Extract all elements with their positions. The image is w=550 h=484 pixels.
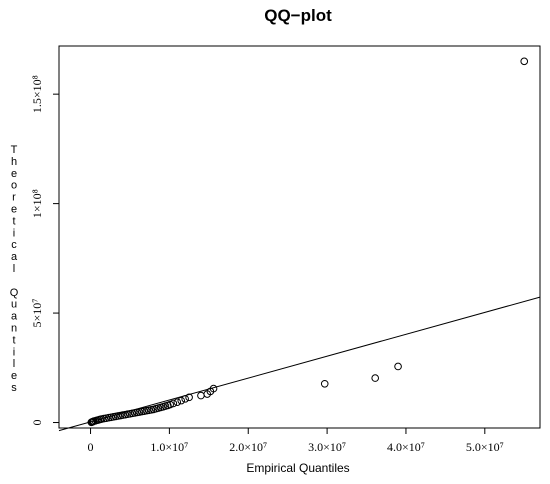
data-point xyxy=(320,379,329,388)
y-axis-label-char: Q xyxy=(10,287,19,299)
y-axis-label-char: t xyxy=(12,334,15,346)
data-point xyxy=(181,395,189,403)
y-axis-label-char: s xyxy=(11,382,17,394)
y-axis-label-char: l xyxy=(13,263,15,275)
data-point xyxy=(520,57,529,66)
y-tick-label: 1.5×10⁸ xyxy=(30,75,44,113)
y-axis-label-char: a xyxy=(11,251,18,263)
y-axis-label-char: i xyxy=(13,346,15,358)
x-tick-label: 4.0×10⁷ xyxy=(387,440,425,454)
data-point xyxy=(166,400,174,409)
plot-frame xyxy=(58,45,541,429)
data-point xyxy=(185,393,193,402)
y-axis-label-char: c xyxy=(11,239,17,251)
y-tick-label: 0 xyxy=(30,420,44,426)
y-tick-label: 1×10⁸ xyxy=(30,189,44,218)
x-tick-label: 3.0×10⁷ xyxy=(308,440,346,454)
chart-title: QQ−plot xyxy=(264,6,332,25)
y-axis-label-char: u xyxy=(11,299,17,311)
y-axis-label-char: e xyxy=(11,168,17,180)
data-point xyxy=(371,374,379,382)
y-axis-label-char: a xyxy=(11,311,18,323)
data-point xyxy=(394,362,402,371)
x-tick-label: 0 xyxy=(88,440,94,454)
data-point xyxy=(177,396,186,405)
y-axis-label-char: e xyxy=(11,204,17,216)
x-axis: 0 1.0×10⁷ 2.0×10⁷ 3.0×10⁷ 4.0×10⁷ 5.0×10⁷ xyxy=(88,427,504,454)
x-tick-label: 5.0×10⁷ xyxy=(466,440,504,454)
data-point xyxy=(173,398,182,406)
data-point xyxy=(169,399,178,408)
y-axis-label-char: e xyxy=(11,370,17,382)
y-axis-label-char: r xyxy=(12,192,16,204)
y-axis-label-char: i xyxy=(13,227,15,239)
x-axis-label: Empirical Quantiles xyxy=(246,461,349,475)
points-group xyxy=(87,57,529,427)
y-axis-label-char: n xyxy=(11,323,17,335)
y-axis-label-char: T xyxy=(11,144,18,156)
y-tick-label: 5×10⁷ xyxy=(30,299,44,328)
x-tick-label: 1.0×10⁷ xyxy=(150,440,188,454)
y-axis: 0 5×10⁷ 1×10⁸ 1.5×10⁸ xyxy=(30,75,60,426)
y-axis-label-char: t xyxy=(12,215,15,227)
y-axis-label-char: l xyxy=(13,358,15,370)
data-point xyxy=(197,391,205,400)
y-axis-label-char: o xyxy=(11,180,17,192)
x-tick-label: 2.0×10⁷ xyxy=(229,440,267,454)
data-point xyxy=(209,384,218,393)
y-axis-label-char: h xyxy=(11,156,17,168)
